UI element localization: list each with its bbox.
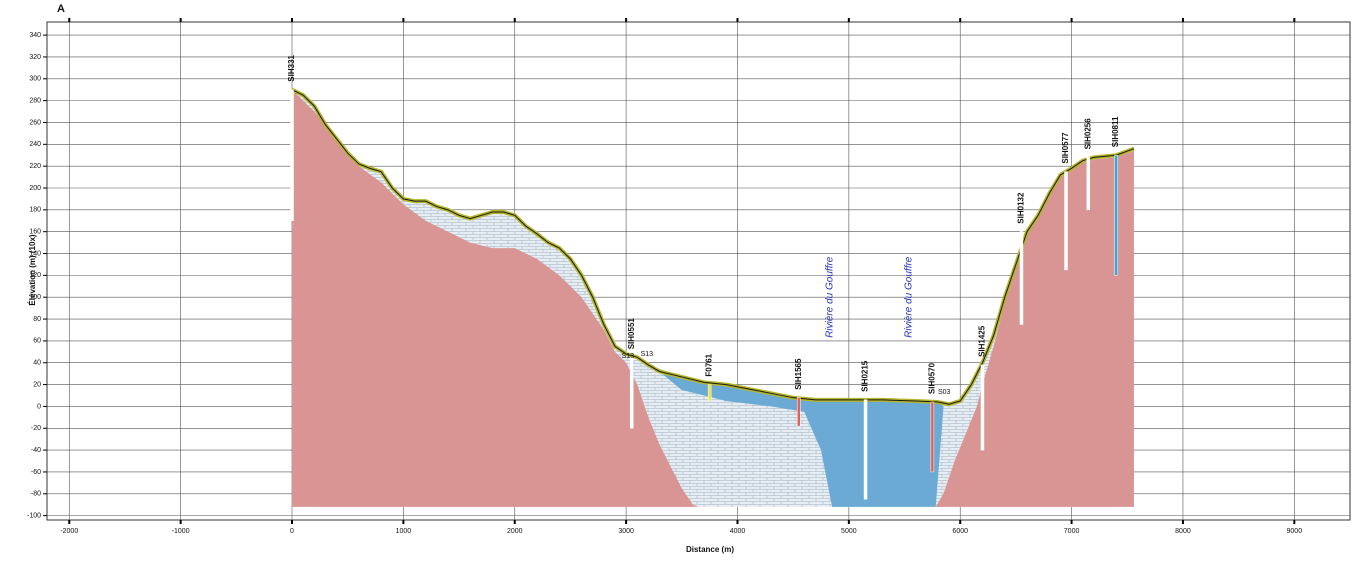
- y-tick-label: 0: [37, 403, 41, 410]
- borehole-label: SIH0811: [1111, 116, 1120, 147]
- x-tick-label: -1000: [172, 528, 190, 535]
- borehole: [981, 365, 984, 450]
- borehole: [864, 400, 867, 499]
- borehole-label: SIH331: [287, 54, 296, 81]
- borehole: [630, 357, 633, 428]
- x-tick-label: 0: [290, 528, 294, 535]
- y-tick-label: 300: [29, 76, 41, 83]
- x-tick-label: 9000: [1287, 528, 1303, 535]
- y-tick-label: -60: [31, 469, 41, 476]
- borehole-label: SIH0551: [627, 318, 636, 350]
- y-tick-label: 320: [29, 54, 41, 61]
- annotation: S13: [641, 351, 654, 358]
- borehole: [291, 90, 294, 221]
- river-label: Rivière du Gouffre: [904, 256, 915, 338]
- y-tick-label: 220: [29, 163, 41, 170]
- y-tick-label: 340: [29, 32, 41, 39]
- x-tick-label: 2000: [507, 528, 523, 535]
- borehole: [1087, 157, 1090, 209]
- x-axis-label: Distance (m): [686, 545, 734, 554]
- river-label: Rivière du Gouffre: [825, 256, 836, 338]
- borehole-label: SIH0132: [1017, 192, 1026, 224]
- x-tick-label: -2000: [60, 528, 78, 535]
- x-tick-label: 6000: [952, 528, 968, 535]
- borehole-label: SIH0215: [861, 360, 870, 392]
- borehole-label: SIH0577: [1061, 132, 1070, 164]
- x-tick-label: 5000: [841, 528, 857, 535]
- y-tick-label: 200: [29, 185, 41, 192]
- y-tick-label: -40: [31, 447, 41, 454]
- chart-title: A: [57, 3, 65, 15]
- y-tick-label: 100: [29, 294, 41, 301]
- x-tick-label: 8000: [1175, 528, 1191, 535]
- annotation: S03: [938, 389, 951, 396]
- borehole-label: SIH1565: [794, 358, 803, 390]
- y-tick-label: 160: [29, 229, 41, 236]
- borehole-label: SIH1425: [978, 325, 987, 357]
- y-tick-label: 60: [33, 338, 41, 345]
- y-tick-label: -80: [31, 491, 41, 498]
- borehole: [1115, 155, 1118, 275]
- y-tick-label: 40: [33, 360, 41, 367]
- x-tick-label: 1000: [396, 528, 412, 535]
- borehole-label: SIH0256: [1083, 118, 1092, 150]
- chart: A Distance (m) Élévation (m) (10x) -100-…: [0, 0, 1355, 556]
- y-tick-label: 80: [33, 316, 41, 323]
- borehole: [1065, 172, 1068, 270]
- borehole-label: F0761: [705, 353, 714, 376]
- y-tick-label: 140: [29, 250, 41, 257]
- borehole: [797, 398, 800, 426]
- y-tick-label: 240: [29, 141, 41, 148]
- borehole: [931, 402, 934, 472]
- x-tick-label: 3000: [618, 528, 634, 535]
- y-tick-label: 20: [33, 381, 41, 388]
- y-tick-label: 280: [29, 97, 41, 104]
- borehole: [1020, 232, 1023, 325]
- y-tick-label: 180: [29, 207, 41, 214]
- annotation: S13: [622, 353, 635, 360]
- y-tick-label: -100: [27, 512, 41, 519]
- x-tick-label: 7000: [1064, 528, 1080, 535]
- borehole-label: SIH0570: [927, 362, 936, 394]
- x-tick-label: 4000: [730, 528, 746, 535]
- y-tick-label: 120: [29, 272, 41, 279]
- y-tick-label: 260: [29, 119, 41, 126]
- y-tick-label: -20: [31, 425, 41, 432]
- borehole: [708, 385, 711, 401]
